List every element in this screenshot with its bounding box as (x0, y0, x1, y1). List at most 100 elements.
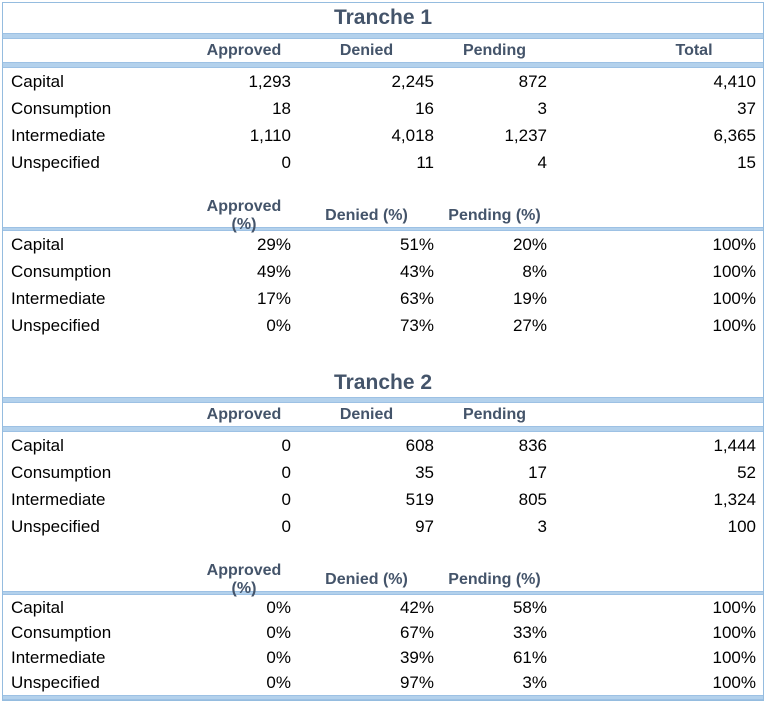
cell-pending-pct[interactable]: 33% (512, 622, 547, 642)
col-header-denied-pct[interactable]: Denied (%) (325, 570, 408, 588)
tranche-2-pct-header-row: Approved (%) Denied (%) Pending (%) (3, 562, 763, 597)
cell-total-pct[interactable]: 100% (712, 234, 756, 254)
cell-approved[interactable]: 0 (281, 516, 291, 536)
cell-denied-pct[interactable]: 67% (399, 622, 434, 642)
cell-denied[interactable]: 4,018 (391, 125, 434, 145)
col-header-pending-pct[interactable]: Pending (%) (448, 206, 541, 224)
cell-total-pct[interactable]: 100% (712, 288, 756, 308)
cell-denied-pct[interactable]: 39% (399, 647, 434, 667)
col-header-pending-pct[interactable]: Pending (%) (448, 570, 541, 588)
row-label[interactable]: Capital (11, 597, 64, 617)
cell-approved-pct[interactable]: 0% (266, 315, 291, 335)
cell-total[interactable]: 37 (737, 98, 756, 118)
col-header-pending[interactable]: Pending (462, 41, 527, 59)
row-label[interactable]: Unspecified (11, 516, 100, 536)
cell-denied[interactable]: 608 (405, 435, 434, 455)
cell-approved-pct[interactable]: 29% (256, 234, 291, 254)
row-label[interactable]: Unspecified (11, 315, 100, 335)
cell-total-pct[interactable]: 100% (712, 261, 756, 281)
row-label[interactable]: Unspecified (11, 672, 100, 692)
cell-total[interactable]: 6,365 (713, 125, 756, 145)
row-label[interactable]: Capital (11, 435, 64, 455)
cell-denied-pct[interactable]: 43% (399, 261, 434, 281)
cell-denied-pct[interactable]: 42% (399, 597, 434, 617)
cell-pending[interactable]: 872 (518, 71, 547, 91)
cell-denied[interactable]: 2,245 (391, 71, 434, 91)
cell-total[interactable]: 100 (727, 516, 756, 536)
col-header-pending[interactable]: Pending (462, 405, 527, 423)
row-label[interactable]: Intermediate (11, 647, 106, 667)
row-label[interactable]: Consumption (11, 261, 112, 281)
cell-denied-pct[interactable]: 63% (399, 288, 434, 308)
row-label[interactable]: Unspecified (11, 152, 100, 172)
cell-denied[interactable]: 35 (415, 462, 434, 482)
cell-denied-pct[interactable]: 73% (399, 315, 434, 335)
cell-approved-pct[interactable]: 0% (266, 597, 291, 617)
cell-denied[interactable]: 11 (416, 152, 434, 172)
cell-total-pct[interactable]: 100% (712, 622, 756, 642)
col-header-denied[interactable]: Denied (339, 405, 394, 423)
cell-total[interactable]: 52 (737, 462, 756, 482)
cell-total[interactable]: 1,444 (713, 435, 756, 455)
cell-approved[interactable]: 18 (272, 98, 291, 118)
row-label[interactable]: Consumption (11, 98, 112, 118)
row-label[interactable]: Consumption (11, 622, 112, 642)
col-header-denied-pct[interactable]: Denied (%) (325, 206, 408, 224)
cell-approved[interactable]: 0 (281, 462, 291, 482)
table-row-capital: Capital 0 608 836 1,444 (3, 432, 763, 459)
cell-approved[interactable]: 0 (281, 152, 291, 172)
cell-approved-pct[interactable]: 0% (266, 622, 291, 642)
cell-approved[interactable]: 1,293 (248, 71, 291, 91)
cell-pending-pct[interactable]: 8% (522, 261, 547, 281)
cell-pending[interactable]: 836 (518, 435, 547, 455)
cell-approved[interactable]: 0 (281, 489, 291, 509)
cell-approved-pct[interactable]: 49% (256, 261, 291, 281)
cell-denied[interactable]: 16 (415, 98, 434, 118)
row-label[interactable]: Intermediate (11, 489, 106, 509)
row-label[interactable]: Intermediate (11, 125, 106, 145)
cell-pending-pct[interactable]: 20% (512, 234, 547, 254)
cell-total[interactable]: 15 (737, 152, 756, 172)
cell-pending-pct[interactable]: 3% (522, 672, 547, 692)
blank-row (3, 176, 763, 204)
tranche-2-count-header-row: Approved Denied Pending (3, 403, 763, 426)
col-header-total[interactable]: Total (675, 41, 713, 59)
row-label[interactable]: Intermediate (11, 288, 106, 308)
cell-pending[interactable]: 1,237 (504, 125, 547, 145)
cell-total-pct[interactable]: 100% (712, 672, 756, 692)
col-header-denied[interactable]: Denied (339, 41, 394, 59)
cell-approved-pct[interactable]: 17% (256, 288, 291, 308)
row-label[interactable]: Capital (11, 234, 64, 254)
cell-total[interactable]: 4,410 (713, 71, 756, 91)
cell-approved-pct[interactable]: 0% (266, 672, 291, 692)
col-header-approved[interactable]: Approved (206, 405, 282, 423)
table-row-unspecified: Unspecified 0 97 3 100 (3, 513, 763, 540)
cell-pending-pct[interactable]: 61% (512, 647, 547, 667)
cell-denied-pct[interactable]: 51% (399, 234, 434, 254)
cell-pending-pct[interactable]: 19% (512, 288, 547, 308)
cell-pending-pct[interactable]: 27% (512, 315, 547, 335)
cell-denied[interactable]: 519 (405, 489, 434, 509)
cell-denied[interactable]: 97 (415, 516, 434, 536)
cell-denied-pct[interactable]: 97% (399, 672, 434, 692)
row-label[interactable]: Consumption (11, 462, 112, 482)
table-row-consumption: Consumption 0 35 17 52 (3, 459, 763, 486)
cell-total-pct[interactable]: 100% (712, 315, 756, 335)
cell-approved[interactable]: 1,110 (249, 125, 291, 145)
cell-total-pct[interactable]: 100% (712, 597, 756, 617)
cell-pending[interactable]: 3 (537, 516, 547, 536)
row-label[interactable]: Capital (11, 71, 64, 91)
cell-approved[interactable]: 0 (281, 435, 291, 455)
cell-approved-pct[interactable]: 0% (266, 647, 291, 667)
cell-total-pct[interactable]: 100% (712, 647, 756, 667)
cell-pending[interactable]: 805 (518, 489, 547, 509)
cell-pending[interactable]: 3 (537, 98, 547, 118)
cell-pending-pct[interactable]: 58% (512, 597, 547, 617)
cell-total[interactable]: 1,324 (713, 489, 756, 509)
col-header-approved[interactable]: Approved (206, 41, 282, 59)
cell-pending[interactable]: 4 (537, 152, 547, 172)
col-header-approved-pct[interactable]: Approved (%) (206, 561, 282, 597)
cell-pending[interactable]: 17 (528, 462, 547, 482)
col-header-approved-pct[interactable]: Approved (%) (206, 197, 282, 233)
